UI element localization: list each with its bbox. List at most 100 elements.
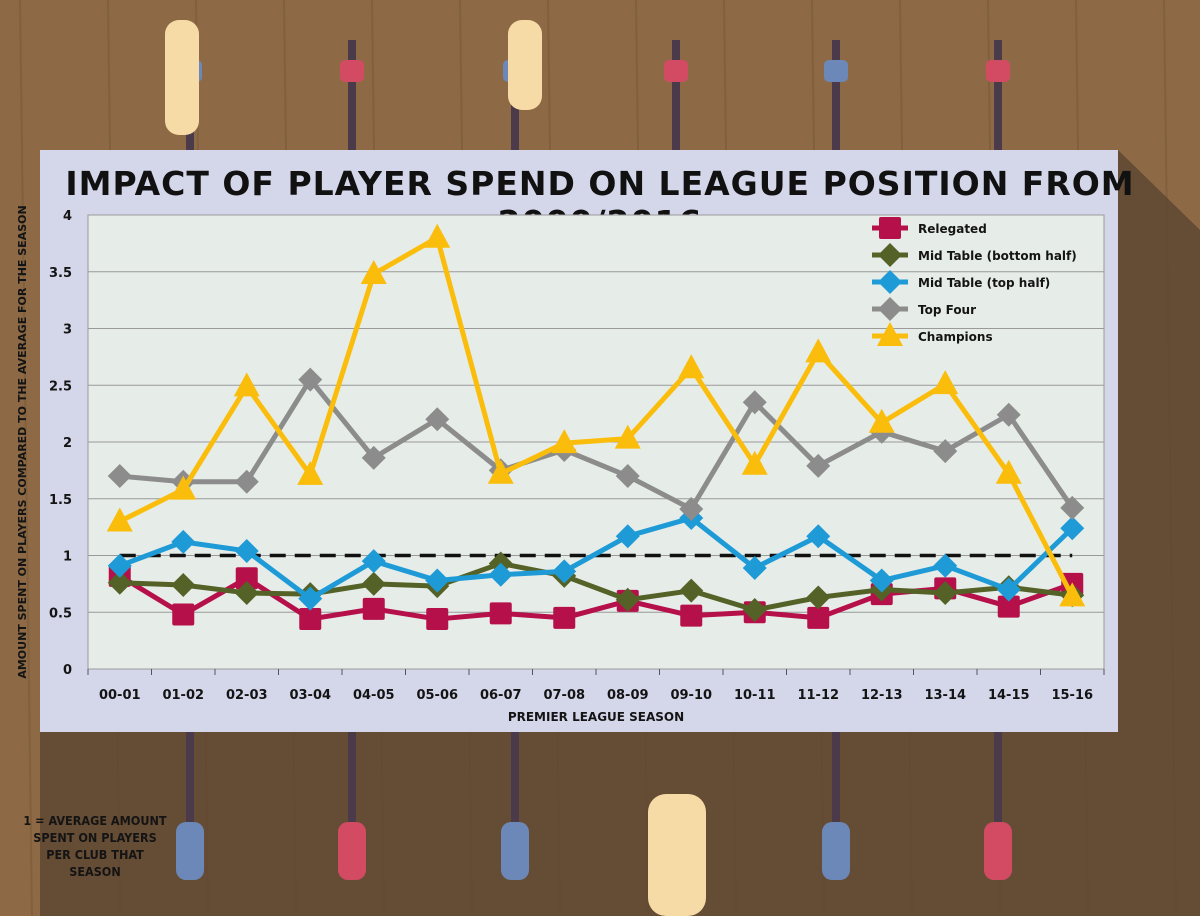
data-point [807, 606, 830, 629]
y-tick-label: 3.5 [49, 266, 72, 281]
data-point [234, 538, 259, 563]
foosball-player [984, 822, 1012, 880]
hand-left [165, 20, 199, 135]
foosball-rod [348, 732, 356, 862]
series-line [119, 560, 1073, 613]
y-tick-label: 1 [63, 550, 72, 565]
data-point [361, 571, 386, 596]
data-point [425, 407, 450, 432]
data-point [679, 578, 704, 603]
x-tick-label: 04-05 [353, 688, 395, 703]
data-point [489, 602, 512, 625]
foosball-player [338, 822, 366, 880]
data-point [234, 580, 259, 605]
legend: Relegated Mid Table (bottom half) Mid Tabl… [872, 217, 1077, 346]
data-point [805, 338, 832, 363]
series-mid-table-top-half [107, 506, 1085, 611]
data-point [552, 559, 577, 584]
wood-grain [19, 0, 33, 916]
y-tick-label: 2 [63, 436, 72, 451]
foosball-rod [186, 732, 194, 862]
data-point [172, 603, 195, 626]
legend-item: Champions [872, 322, 993, 346]
data-point [679, 496, 704, 521]
foosball-player [822, 822, 850, 880]
data-point [1060, 516, 1085, 541]
data-point [362, 597, 385, 620]
x-tick-label: 12-13 [861, 688, 903, 703]
x-tick-label: 03-04 [289, 688, 331, 703]
data-point [361, 445, 386, 470]
foosball-rod [994, 40, 1002, 150]
foosball-player [176, 822, 204, 880]
legend-item: Top Four [872, 297, 976, 321]
legend-label: Relegated [918, 222, 987, 236]
y-tick-label: 2.5 [49, 379, 72, 394]
data-point [170, 475, 197, 500]
panel-shadow [40, 150, 1200, 916]
series-line [118, 515, 1074, 602]
y-axis-title: AMOUNT SPENT ON PLAYERS COMPARED TO THE … [16, 205, 29, 678]
data-point [615, 587, 640, 612]
data-point [742, 555, 767, 580]
x-tick-label: 02-03 [226, 688, 268, 703]
data-point [171, 529, 196, 554]
data-point [680, 604, 703, 627]
foosball-player [824, 60, 848, 82]
legend-label: Top Four [918, 303, 976, 317]
data-point [297, 460, 324, 485]
data-point [614, 424, 641, 449]
data-point [425, 568, 450, 593]
data-point [878, 270, 902, 294]
x-tick-label: 07-08 [543, 688, 585, 703]
data-point [879, 217, 901, 239]
foosball-rod [672, 40, 680, 150]
y-tick-label: 4 [63, 209, 72, 224]
data-point [107, 553, 132, 578]
data-point [997, 595, 1020, 618]
footnote: 1 = AVERAGE AMOUNT SPENT ON PLAYERS PER … [23, 813, 167, 879]
data-point [878, 297, 902, 321]
data-point [1059, 582, 1086, 607]
data-point [426, 608, 449, 631]
foosball-rod [832, 40, 840, 150]
data-point [233, 372, 260, 397]
data-point [551, 429, 578, 454]
foosball-player [664, 60, 688, 82]
series-champions [106, 223, 1086, 607]
foosball-rod [511, 732, 519, 862]
legend-label: Mid Table (top half) [918, 276, 1050, 290]
series-line [118, 235, 1075, 598]
x-tick-label: 13-14 [924, 688, 966, 703]
data-point [877, 322, 903, 346]
x-tick-label: 14-15 [988, 688, 1030, 703]
foosball-rod [832, 732, 840, 862]
x-tick-label: 01-02 [162, 688, 204, 703]
x-tick-label: 11-12 [797, 688, 839, 703]
data-point [806, 453, 831, 478]
data-point [933, 439, 958, 464]
data-point [298, 367, 323, 392]
y-tick-label: 0.5 [49, 606, 72, 621]
data-point [171, 573, 196, 598]
x-tick-label: 10-11 [734, 688, 776, 703]
data-point [742, 390, 767, 415]
data-point [298, 586, 323, 611]
foosball-player [340, 60, 364, 82]
data-point [615, 464, 640, 489]
data-point [996, 402, 1021, 427]
data-point [615, 524, 640, 549]
legend-item: Mid Table (top half) [872, 270, 1050, 294]
data-point [424, 223, 451, 248]
data-point [1060, 495, 1085, 520]
hand-middle [508, 20, 542, 110]
x-tick-label: 09-10 [670, 688, 712, 703]
data-point [878, 243, 902, 267]
data-point [806, 585, 831, 610]
data-point [107, 570, 132, 595]
data-point [361, 549, 386, 574]
data-point [487, 459, 514, 484]
x-tick-label: 15-16 [1051, 688, 1093, 703]
data-point [741, 450, 768, 475]
